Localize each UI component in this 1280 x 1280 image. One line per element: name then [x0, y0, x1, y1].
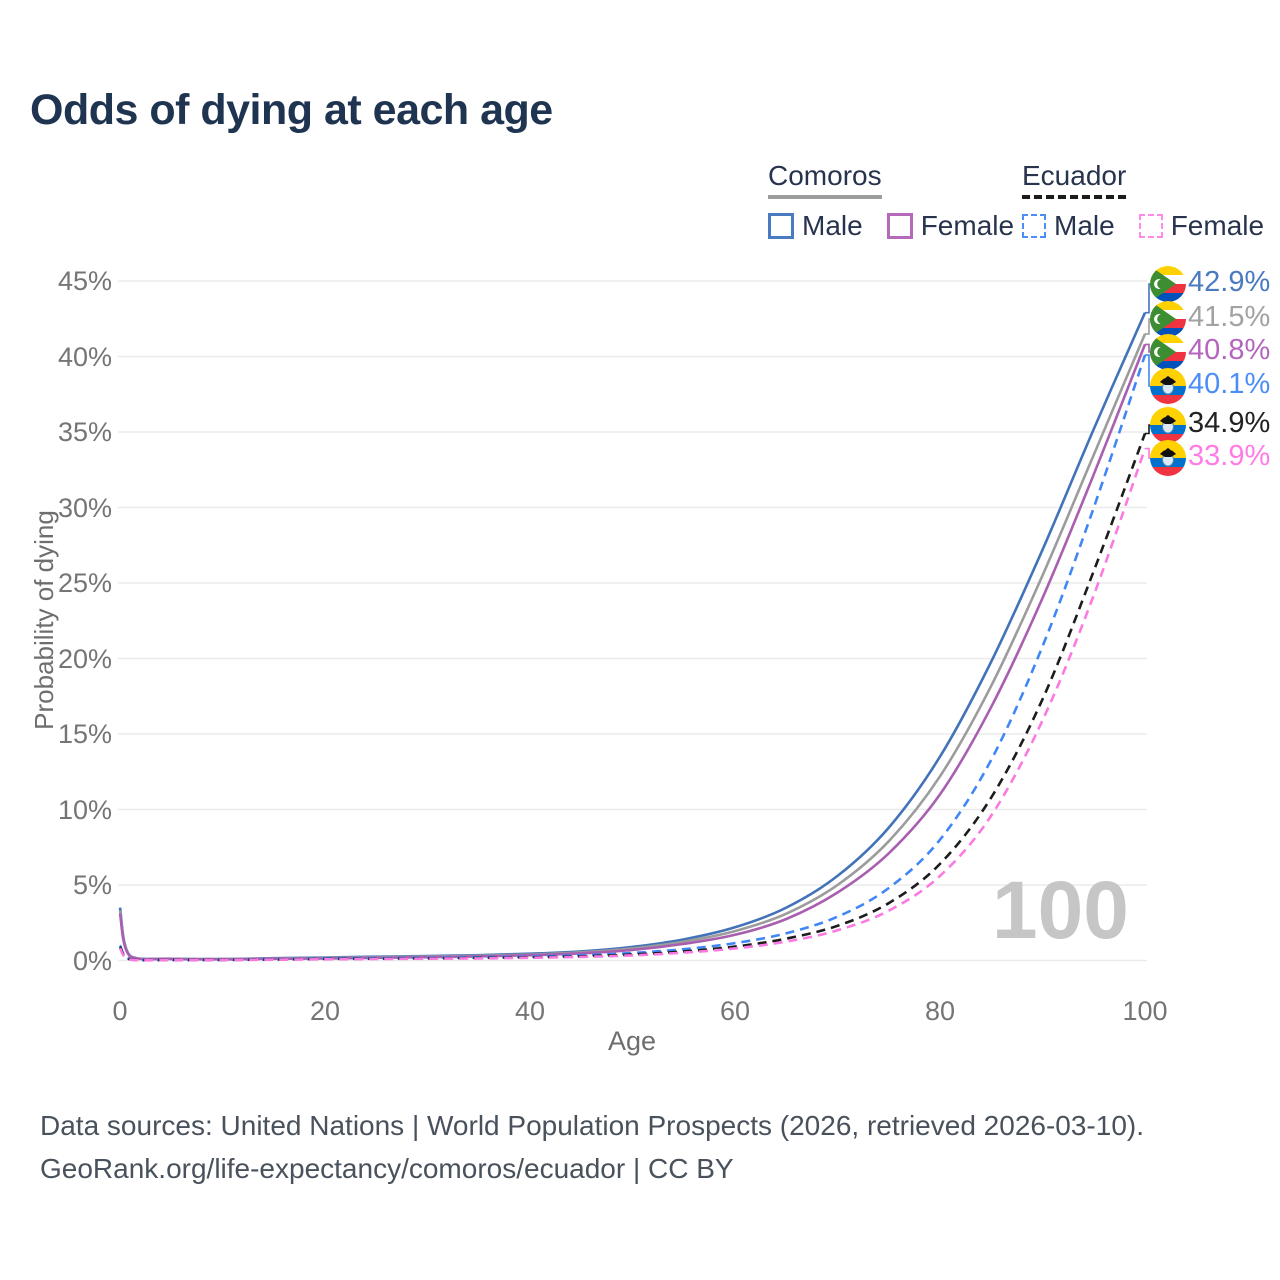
y-tick-label: 30%	[57, 492, 112, 523]
y-tick-label: 0%	[72, 945, 112, 976]
gridlines	[118, 280, 1147, 962]
age-counter-watermark: 100	[992, 865, 1129, 956]
y-tick-label: 15%	[57, 719, 112, 749]
footer-attribution: GeoRank.org/life-expectancy/comoros/ecua…	[40, 1153, 734, 1184]
x-axis-title: Age	[607, 1026, 657, 1056]
end-value-label: 42.9%	[1188, 266, 1271, 298]
legend-group-comoros: Comoros Male Female	[768, 160, 1038, 242]
checkbox-comoros-male[interactable]	[768, 213, 794, 239]
footer: Data sources: United Nations | World Pop…	[40, 1104, 1144, 1190]
checkbox-comoros-female[interactable]	[886, 213, 913, 239]
y-tick-label: 35%	[57, 417, 112, 447]
legend-group-ecuador: Ecuador Male Female	[1022, 160, 1280, 242]
end-value-label: 33.9%	[1188, 440, 1271, 472]
checkbox-ecuador-female[interactable]	[1138, 214, 1163, 238]
checkbox-ecuador-male[interactable]	[1022, 214, 1046, 238]
x-tick-label: 80	[924, 996, 956, 1026]
x-tick-label: 100	[1122, 996, 1168, 1026]
y-tick-label: 40%	[57, 341, 112, 372]
ecuador-flag-icon	[1150, 368, 1186, 404]
legend-country-comoros: Comoros	[768, 160, 882, 199]
x-tick-label: 60	[719, 996, 751, 1026]
legend-country-ecuador: Ecuador	[1022, 160, 1127, 199]
legend-label-ecuador-female: Female	[1170, 210, 1265, 241]
y-tick-label: 5%	[72, 870, 112, 900]
legend-label-comoros-male: Male	[802, 210, 863, 241]
end-value-label: 34.9%	[1188, 407, 1271, 439]
y-tick-label: 20%	[57, 643, 112, 674]
y-axis-title: Probability of dying	[29, 510, 59, 730]
ecuador-flag-icon	[1150, 440, 1186, 476]
end-label-flags	[1150, 266, 1186, 476]
end-value-label: 40.1%	[1188, 368, 1271, 400]
comoros-flag-icon	[1150, 266, 1186, 302]
x-tick-label: 40	[514, 996, 546, 1026]
curve-comoros-male	[118, 312, 1147, 961]
ecuador-flag-icon	[1150, 407, 1186, 443]
legend-label-comoros-female: Female	[920, 210, 1015, 241]
y-tick-label: 25%	[57, 568, 112, 598]
page-title: Odds of dying at each age	[30, 86, 553, 134]
footer-data-sources: Data sources: United Nations | World Pop…	[40, 1110, 1145, 1141]
comoros-flag-icon	[1150, 334, 1186, 370]
y-tick-label: 45%	[57, 266, 112, 296]
end-value-label: 41.5%	[1188, 301, 1271, 333]
comoros-flag-icon	[1150, 301, 1186, 337]
series-curves	[118, 312, 1147, 962]
x-tick-label: 0	[112, 996, 128, 1026]
x-tick-label: 20	[309, 996, 341, 1026]
end-value-label: 40.8%	[1188, 334, 1271, 366]
legend-label-ecuador-male: Male	[1054, 210, 1115, 241]
y-tick-label: 10%	[57, 794, 112, 825]
